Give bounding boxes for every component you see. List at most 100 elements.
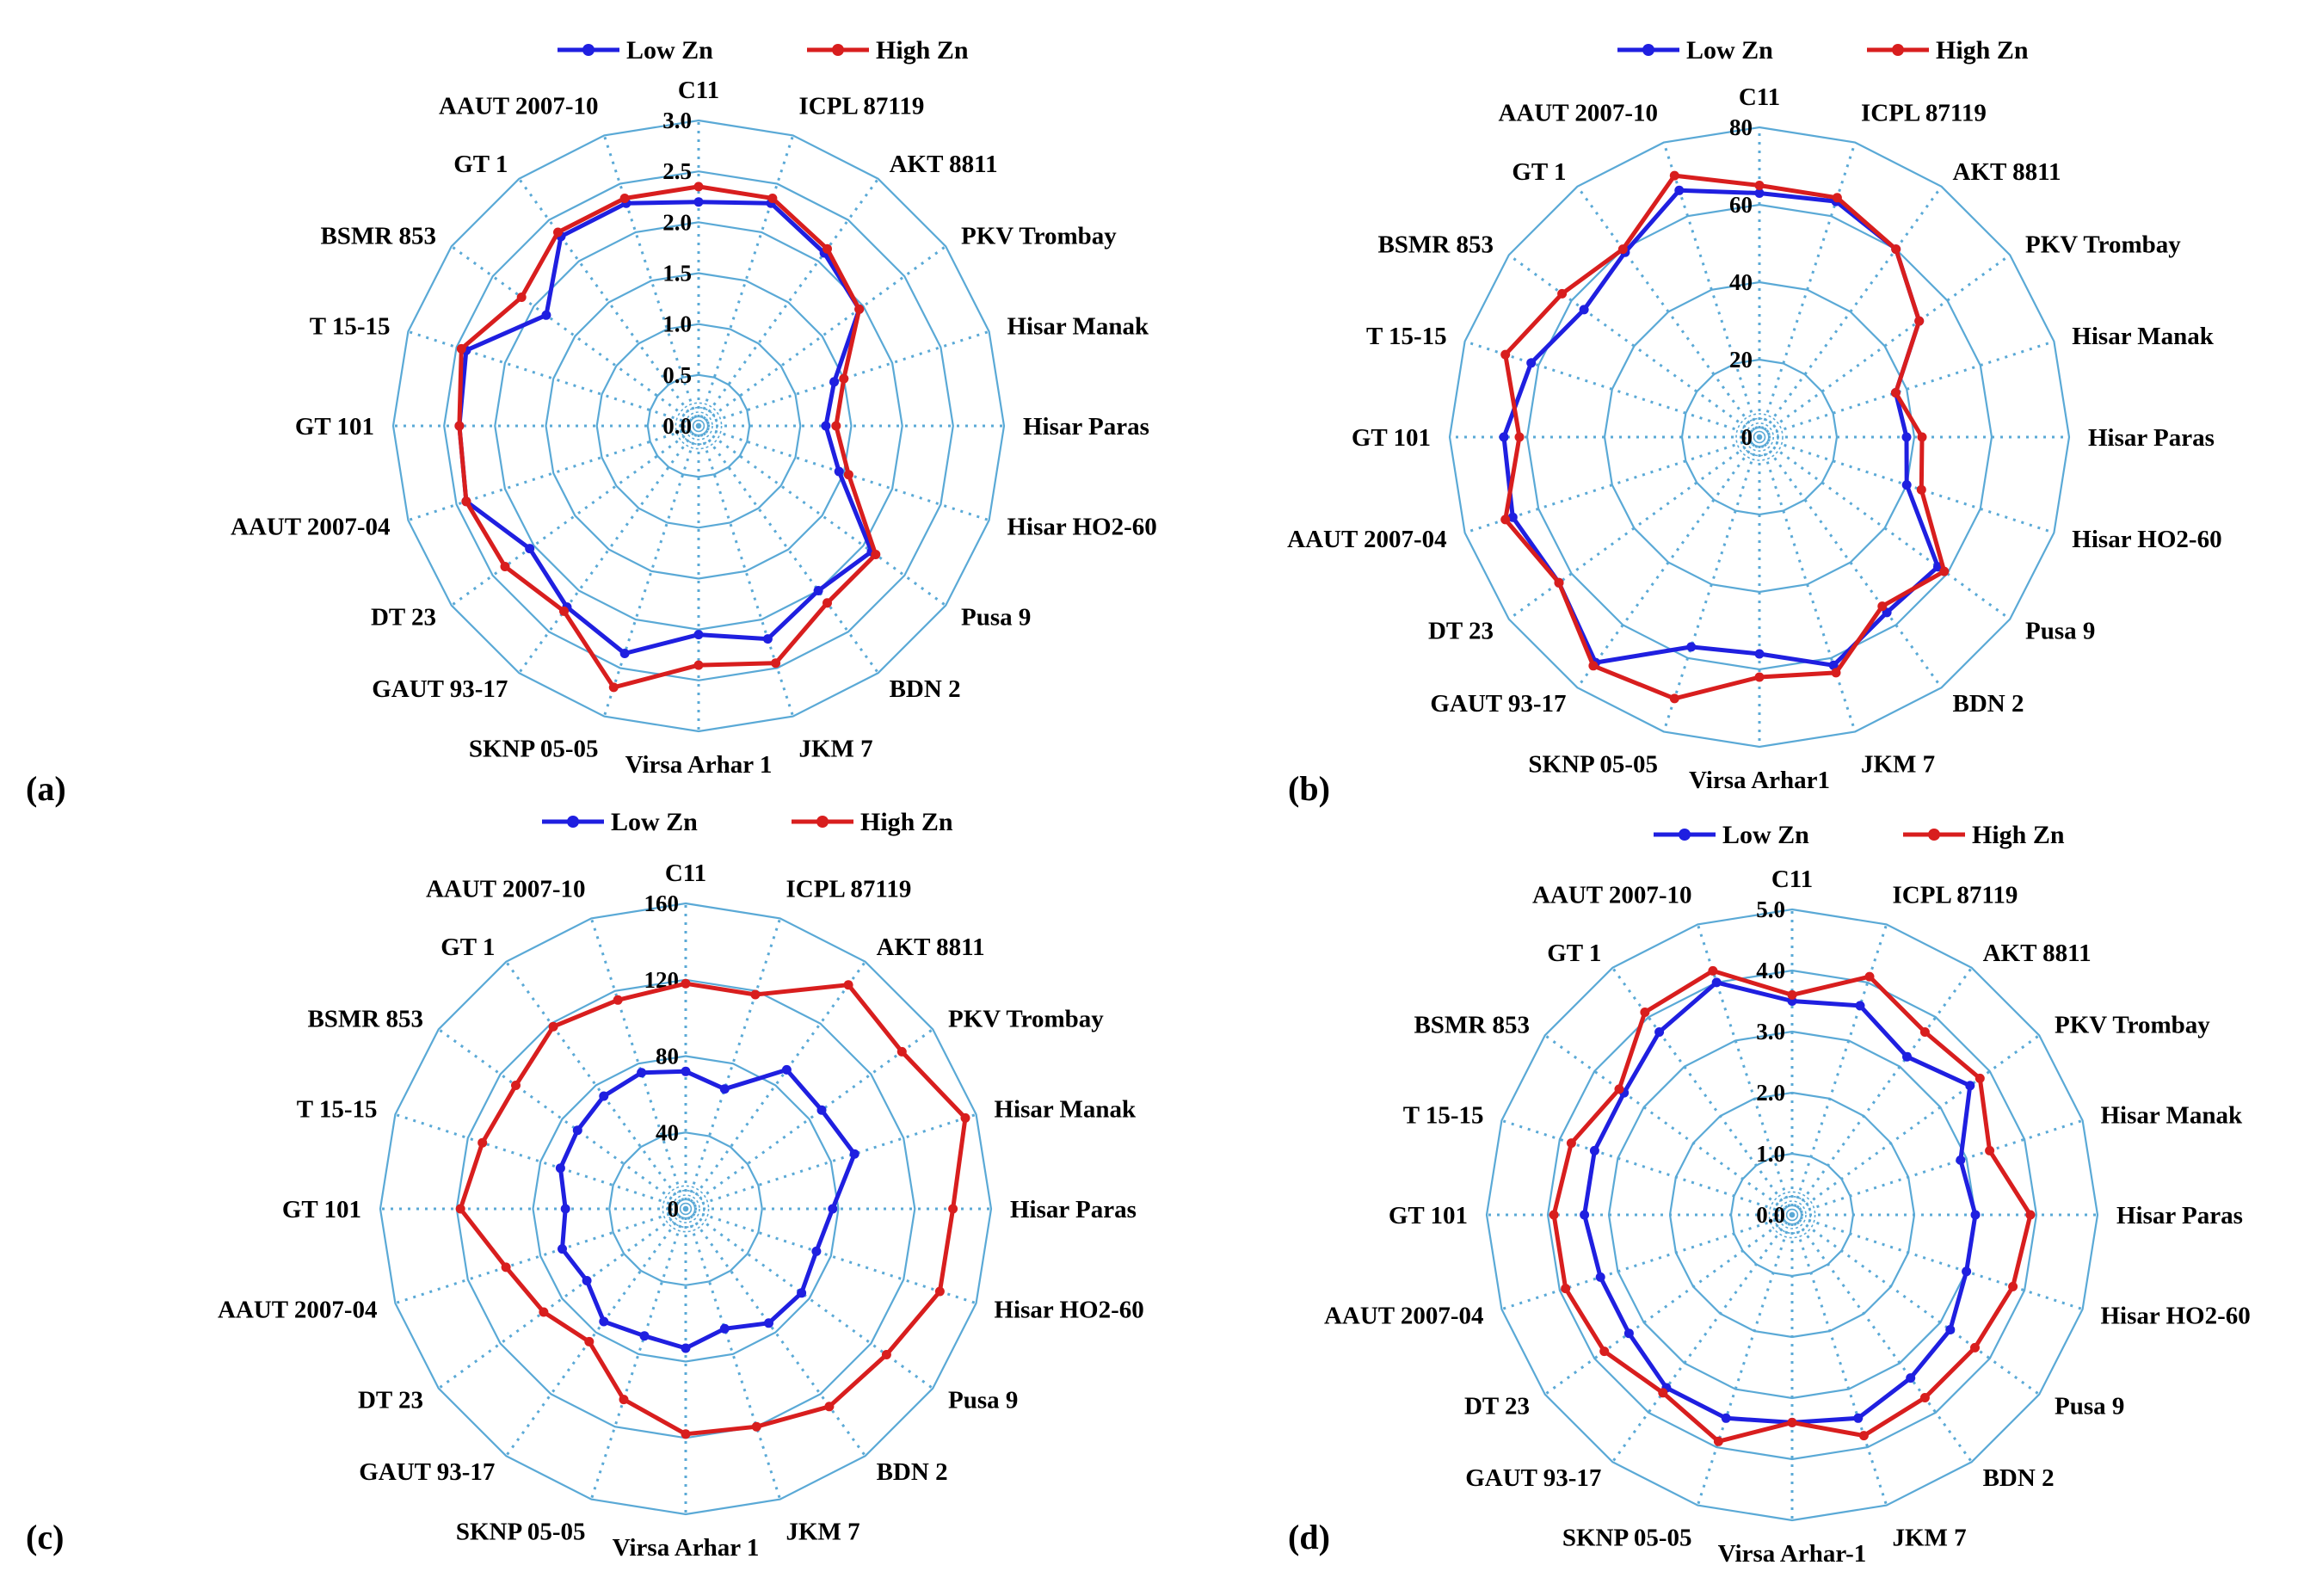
data-point-high-zn (1640, 1008, 1650, 1017)
category-label: Hisar Manak (2101, 1102, 2243, 1130)
category-label: GT 1 (1547, 940, 1601, 967)
data-point-low-zn (681, 1066, 691, 1076)
data-point-high-zn (1919, 1393, 1930, 1402)
category-label: BSMR 853 (307, 1005, 423, 1032)
data-point-high-zn (843, 980, 853, 990)
legend-label: High Zn (1972, 821, 2065, 849)
data-point-high-zn (548, 1021, 558, 1032)
data-point-high-zn (501, 1262, 511, 1272)
data-point-high-zn (1500, 349, 1511, 360)
tick-label: 0.5 (662, 362, 692, 388)
grid-spoke (1759, 340, 2055, 439)
data-point-high-zn (477, 1137, 488, 1148)
data-point-high-zn (1975, 1073, 1985, 1083)
data-point-high-zn (1939, 566, 1950, 576)
data-point-high-zn (960, 1112, 970, 1123)
category-label: AAUT 2007-10 (439, 93, 599, 120)
category-label: JKM 7 (786, 1519, 860, 1546)
data-point-high-zn (1754, 672, 1765, 682)
data-point-low-zn (693, 197, 704, 207)
category-label: GT 101 (295, 413, 374, 441)
data-point-low-zn (849, 1149, 859, 1159)
category-label: SKNP 05-05 (456, 1519, 586, 1546)
category-label: BDN 2 (890, 675, 961, 703)
data-point-low-zn (1754, 649, 1765, 659)
data-point-low-zn (555, 1163, 565, 1174)
data-point-high-zn (619, 194, 630, 203)
grid-spoke (1500, 1118, 1793, 1217)
data-point-high-zn (455, 1204, 465, 1214)
data-point-high-zn (822, 243, 832, 254)
category-label: Pusa 9 (2025, 618, 2095, 645)
tick-label: 0 (668, 1196, 680, 1222)
category-label: BSMR 853 (1377, 231, 1494, 259)
data-point-high-zn (843, 470, 853, 480)
radar-panel-4: 0.0 1.0 2.0 3.0 4.0 5.0 C11 ICPL 87119 AKT 8811 P… (1288, 821, 2251, 1568)
data-point-high-zn (693, 660, 704, 670)
category-label: C11 (678, 77, 719, 104)
data-point-low-zn (1595, 1272, 1605, 1282)
tick-label: 0 (1741, 424, 1753, 450)
data-point-high-zn (553, 227, 563, 237)
data-point-low-zn (719, 1084, 730, 1094)
category-label: PKV Trombay (961, 222, 1117, 250)
tick-label: 4.0 (1756, 958, 1785, 983)
category-label: AAUT 2007-04 (218, 1297, 378, 1324)
data-point-high-zn (854, 304, 865, 314)
category-label: DT 23 (1428, 618, 1494, 645)
data-point-high-zn (681, 978, 691, 989)
category-label: ICPL 87119 (1893, 882, 2018, 909)
data-point-high-zn (608, 682, 619, 693)
data-point-high-zn (1588, 661, 1599, 671)
data-point-high-zn (1669, 693, 1679, 704)
data-point-low-zn (1901, 432, 1912, 442)
grid-spoke (1662, 436, 1761, 732)
data-point-low-zn (619, 649, 630, 658)
tick-label: 5.0 (1756, 897, 1785, 922)
data-point-high-zn (1985, 1145, 1995, 1155)
grid-spoke (1791, 1118, 2084, 1217)
radar-panel-2: 0 20 40 60 80 C11 ICPL 87119 AKT 8811 PKV Tromba… (1287, 36, 2221, 808)
grid-ring (532, 1055, 840, 1363)
series-line-low-zn (558, 1067, 857, 1351)
grid-spoke (1464, 340, 1760, 439)
data-point-low-zn (582, 1276, 592, 1285)
data-point-high-zn (1754, 181, 1765, 190)
grid-ring (379, 902, 993, 1516)
data-point-high-zn (1561, 1284, 1571, 1294)
data-point-low-zn (1828, 660, 1839, 670)
category-label: GT 1 (441, 934, 495, 961)
category-label: GT 1 (1512, 158, 1566, 186)
panel-label: (a) (26, 769, 66, 808)
data-point-low-zn (834, 466, 844, 477)
tick-label: 1.0 (1756, 1141, 1785, 1167)
data-point-low-zn (1580, 1210, 1590, 1220)
category-label: Virsa Arhar 1 (613, 1534, 760, 1562)
data-point-high-zn (1713, 1436, 1723, 1446)
category-label: Hisar HO2-60 (2072, 526, 2221, 553)
category-label: SKNP 05-05 (1528, 750, 1658, 778)
data-point-low-zn (1962, 1266, 1972, 1277)
data-point-high-zn (751, 1421, 761, 1432)
grid-inner-ring (662, 1185, 710, 1233)
grid-spoke (1500, 1213, 1793, 1311)
data-point-low-zn (1686, 642, 1697, 652)
data-point-low-zn (693, 630, 704, 640)
data-point-low-zn (1623, 1328, 1634, 1339)
category-label: SKNP 05-05 (469, 736, 599, 763)
grid-spoke (1790, 923, 1888, 1216)
category-label: Pusa 9 (948, 1387, 1018, 1414)
category-label: GAUT 93-17 (372, 675, 508, 703)
data-point-high-zn (771, 658, 781, 669)
category-label: C11 (1739, 83, 1780, 111)
data-point-low-zn (764, 1318, 773, 1328)
category-label: Hisar Manak (995, 1096, 1137, 1124)
data-point-low-zn (1965, 1081, 1975, 1091)
grid-spoke (1758, 436, 1857, 732)
data-point-high-zn (1891, 244, 1901, 255)
category-label: AKT 8811 (1983, 940, 2092, 967)
data-point-low-zn (681, 1343, 691, 1353)
category-label: Hisar HO2-60 (995, 1297, 1144, 1324)
data-point-low-zn (1589, 1145, 1599, 1155)
legend-marker (582, 44, 595, 56)
